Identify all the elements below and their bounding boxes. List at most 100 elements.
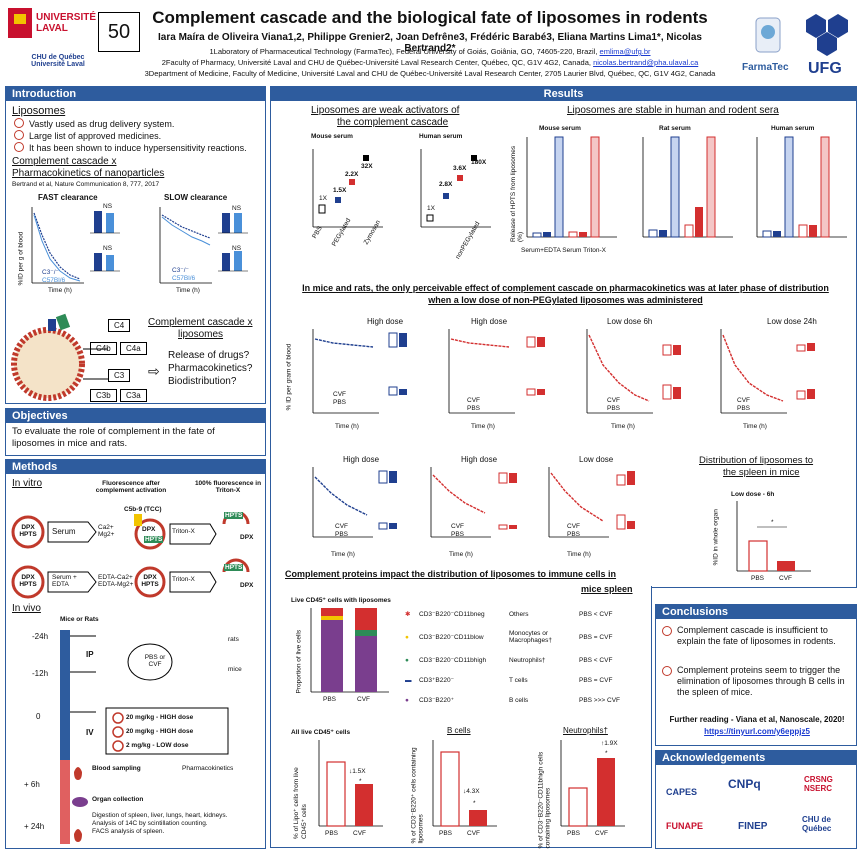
results-lower-panel: mice spleen Live CD45⁺ cells with liposo… [270,584,652,849]
slow-xlabel: Time (h) [176,287,200,294]
b-cells-chart [432,740,497,827]
c4a-box: C4a [120,342,147,355]
dpx-hpts-label-2: DPX HPTS [19,574,37,588]
ns-label-slow-2: NS [232,245,242,252]
pk-legend-rat-1: CVF PBS [335,523,349,538]
invivo-heading: In vivo [12,603,41,614]
lipo-star: * [359,778,362,785]
human-serum-label-c5a: Human serum [419,133,463,140]
bullet-2: Large list of approved medicines. [14,130,247,142]
arrow-right-icon: ⇨ [148,363,160,379]
pk-xlabel-mice-4: Time (h) [743,423,767,430]
hpts-label-1: HPTS [144,536,164,543]
fluor-100-label: 100% fluorescence in Triton-X [194,480,262,494]
time-m24: -24h [32,632,49,641]
mouse-serum-label: Mouse serum [539,125,581,132]
rats-label: rats [228,636,239,643]
mice-high-dose-peg: High dose [367,317,404,326]
b-cvf: CVF [467,830,480,837]
iv-label: IV [86,728,94,737]
results-panel: Results Liposomes are weak activators of… [270,86,857,588]
cascade-heading-1: Complement cascade x [12,156,117,167]
cascade-heading-2: Pharmacokinetics of nanoparticles [12,168,165,179]
human-fold-2: 2.8X [439,181,453,188]
neutrophils-label: Neutrophils† [563,726,608,735]
live-cd45-label: Live CD45⁺ cells with liposomes [291,597,391,604]
n-ylabel: % of CD3⁻B220⁻CD11bhigh cells containing… [537,751,552,849]
n-pbs: PBS [567,830,581,837]
laval-crest-icon [8,8,32,38]
spleen-chart [736,501,811,572]
cascade-lipo-heading-2: liposomes [178,329,224,340]
objectives-panel: Objectives To evaluate the role of compl… [5,408,266,456]
pk-xlabel-mice-3: Time (h) [611,423,635,430]
crsng-logo: CRSNG NSERC [804,775,833,793]
email-link-2[interactable]: nicolas.bertrand@pha.ulaval.ca [593,58,699,67]
triton-label-1: Triton-X [172,528,195,535]
fast-clearance-label: FAST clearance [38,193,98,202]
invitro-diagram [11,512,250,599]
ip-label: IP [86,650,94,659]
b-cell-icon: ● [405,696,409,704]
farmatec-logo: FarmaTec [738,10,798,80]
intro-title: Introduction [6,87,265,101]
pk-heading-1: In mice and rats, the only perceivable e… [302,283,829,293]
further-reading-link[interactable]: https://tinyurl.com/y6eppjz5 [704,727,810,736]
rat-high-dose-peg: High dose [343,455,380,464]
lipo-cells-chart [318,740,383,827]
pk-legend-mice-3: CVF PBS [607,397,621,412]
objectives-text: To evaluate the role of complement in th… [12,426,215,449]
funape-logo: FUNAPE [666,821,704,831]
slow-pk-chart [159,207,248,284]
citation: Bertrand et al, Nature Communication 8, … [12,181,160,188]
legend-row-1: ✱ CD3⁻B220⁻CD11bneg Others PBS < CVF [405,610,613,619]
c3a-box: C3a [120,389,147,402]
email-link-1[interactable]: emlima@ufg.br [599,47,651,56]
objectives-title: Objectives [6,409,265,423]
pk-label: Pharmacokinetics [182,765,234,772]
ns-label-slow-1: NS [232,205,242,212]
cell-legend: ✱ CD3⁻B220⁻CD11bneg Others PBS < CVF ● CD3⁻B… [405,604,645,710]
spleen-star: * [771,519,774,526]
time-6: + 6h [24,780,40,789]
affiliation-3: 3Department of Medicine, Faculty of Medi… [144,69,716,78]
pk-legend-mice-2: CVF PBS [467,397,481,412]
t-cell-icon: ▬ [405,676,412,684]
poster-title: Complement cascade and the biological fa… [152,8,708,27]
ufg-logo: UFG [800,10,856,80]
edta-ca-mg-label: EDTA-Ca2+ EDTA-Mg2+ [98,574,134,588]
hpts-label-2: HPTS [224,512,244,519]
chu-ack-logo: CHU de Québec [802,815,832,833]
legend-row-2: ● CD3⁻B220⁻CD11blow Monocytes or Macrophag… [405,630,613,644]
lipo-ylabel: % of Lipo⁺ cells from live CD45⁺ cells [293,767,308,839]
serum-edta-label: Serum + EDTA [52,574,77,588]
hpts-rat-chart [642,136,733,238]
pk-xlabel-rat-1: Time (h) [331,551,355,558]
c5a-mouse-chart [312,149,383,228]
slow-legend: C3⁻/⁻ C57Bl/6 [172,267,196,282]
serum-label: Serum [52,527,76,536]
dpx-hpts-label-1: DPX HPTS [19,524,37,538]
neutrophil-icon: ● [405,656,409,664]
further-reading: Further reading - Viana et al, Nanoscale… [669,715,845,724]
c3-box: C3 [108,369,131,382]
dpx-hpts-label-3: DPX HPTS [141,574,159,588]
weak-heading-2: the complement cascade [337,117,449,128]
farmatec-icon [755,17,781,53]
legend-row-3: ● CD3⁻B220⁻CD11bhigh Neutrophils† PBS < CVF [405,656,613,665]
c5a-human-chart [420,149,491,228]
fast-xlabel: Time (h) [48,287,72,294]
capes-logo: CAPES [666,787,698,797]
liposomes-heading: Liposomes [12,105,66,117]
intro-bullets: Vastly used as drug delivery system. Lar… [14,118,247,154]
legend-row-5: ● CD3⁻B220⁺ B cells PBS >>> CVF [405,696,621,705]
ack-title: Acknowledgements [656,751,856,765]
weak-heading-1: Liposomes are weak activators of [311,105,460,116]
rat-serum-label: Rat serum [659,125,691,132]
blood-sampling: Blood sampling [92,765,141,772]
fast-pk-chart [31,207,120,284]
lipo-cvf: CVF [353,830,366,837]
mice-label: mice [228,666,242,673]
pbs-cvf-label: PBS or CVF [144,654,166,668]
spleen-heading-2: the spleen in mice [723,467,800,478]
